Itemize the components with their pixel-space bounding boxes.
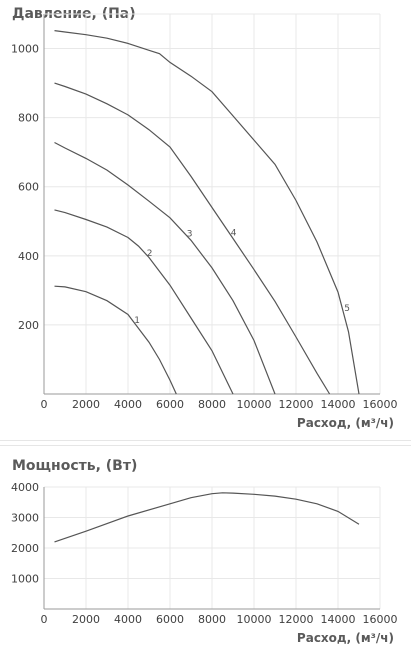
pressure-x-axis-label: Расход, (м³/ч) [297, 416, 394, 430]
power-y-tick-label: 1000 [11, 573, 39, 586]
power-y-tick-label: 4000 [11, 481, 39, 494]
pressure-y-tick-label: 200 [18, 319, 39, 332]
pressure-y-tick-label: 1000 [11, 43, 39, 56]
power-x-tick-label: 4000 [114, 613, 142, 626]
power-x-tick-label: 14000 [321, 613, 356, 626]
pressure-chart-panel: Давление, (Па) 0 2000 4000 6000 8000 10000 120… [0, 6, 411, 441]
power-x-tick-label: 8000 [198, 613, 226, 626]
power-y-tick-label: 2000 [11, 542, 39, 555]
pressure-y-tick-label: 600 [18, 181, 39, 194]
pressure-x-tick-label: 4000 [114, 398, 142, 411]
pressure-series-line-3 [54, 141, 276, 395]
pressure-x-tick-label: 8000 [198, 398, 226, 411]
pressure-x-tick-label: 16000 [363, 398, 398, 411]
power-y-tick-label: 3000 [11, 512, 39, 525]
pressure-series-line-4 [54, 82, 331, 395]
pressure-series-label-4: 4 [231, 228, 237, 238]
pressure-series-line-2 [54, 209, 234, 395]
power-x-tick-label: 2000 [72, 613, 100, 626]
pressure-x-tick-label: 10000 [237, 398, 272, 411]
pressure-x-tick-label: 6000 [156, 398, 184, 411]
power-chart-title: Мощность, (Вт) [12, 458, 138, 474]
pressure-x-tick-label: 0 [41, 398, 48, 411]
pressure-series-line-1 [54, 285, 177, 395]
power-x-tick-label: 6000 [156, 613, 184, 626]
pressure-y-tick-label: 800 [18, 112, 39, 125]
pressure-y-tick-label: 400 [18, 250, 39, 263]
power-x-tick-label: 10000 [237, 613, 272, 626]
pressure-series-label-2: 2 [147, 249, 153, 259]
pressure-series-line-5 [54, 30, 360, 395]
power-x-tick-label: 0 [41, 613, 48, 626]
pressure-series-label-3: 3 [187, 230, 193, 240]
pressure-series-label-5: 5 [344, 304, 350, 314]
power-x-tick-label: 16000 [363, 613, 398, 626]
power-series-line-1 [54, 492, 360, 543]
pressure-series-label-1: 1 [134, 316, 140, 326]
power-x-axis-label: Расход, (м³/ч) [297, 631, 394, 645]
pressure-x-tick-label: 12000 [279, 398, 314, 411]
power-x-tick-label: 12000 [279, 613, 314, 626]
pressure-x-tick-label: 14000 [321, 398, 356, 411]
power-chart-panel: Мощность, (Вт) 0 2000 4000 6000 8000 10000 120… [0, 445, 411, 657]
pressure-chart: 0 2000 4000 6000 8000 10000 12000 14000 16000 200… [11, 13, 398, 430]
power-chart: 0 2000 4000 6000 8000 10000 12000 14000 16000 100… [11, 481, 398, 645]
pressure-x-tick-label: 2000 [72, 398, 100, 411]
